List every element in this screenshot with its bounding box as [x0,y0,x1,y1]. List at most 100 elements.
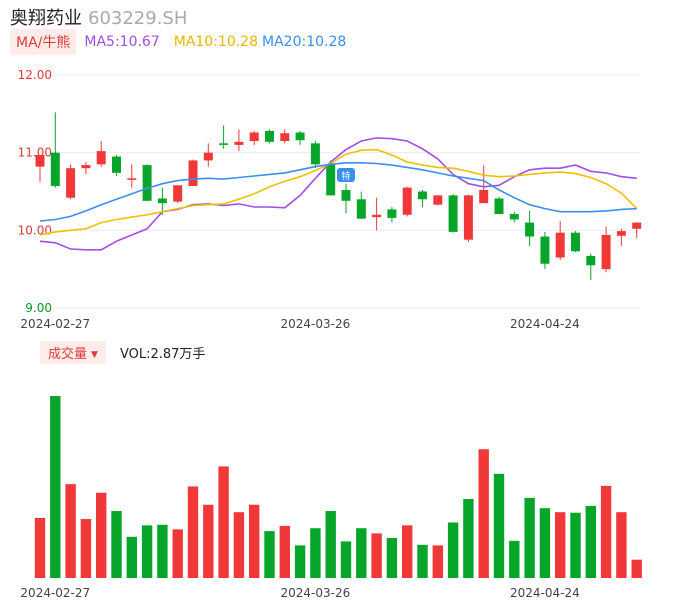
volume-bar [96,492,107,578]
price-x-tick-label: 2024-02-27 [20,317,90,331]
candle-body [433,195,443,205]
candle-body [525,222,535,237]
volume-bar [386,537,398,578]
candle-body [249,132,259,142]
volume-bar [585,505,596,578]
candle-body [81,165,91,169]
marker-badge-label: 特 [341,170,350,182]
candle-body [540,236,550,264]
volume-bar [631,559,642,578]
volume-bar [356,528,367,578]
candle-body [280,133,290,142]
ma20-line [39,162,637,222]
volume-bar [264,531,275,578]
candle-body [188,160,198,187]
candle-body [112,156,121,173]
ma-selector-tab[interactable]: MA/牛熊 [10,29,77,55]
volume-bar [65,484,76,578]
volume-bar [80,519,92,578]
volume-bar [463,499,474,578]
volume-bar [539,508,551,578]
volume-x-tick-label: 2024-04-24 [510,586,580,600]
volume-bar [294,545,306,578]
candle-body [173,185,183,202]
y-tick-label: 9.00 [25,301,52,315]
volume-legend: 成交量 ▼ VOL:2.87万手 [40,341,205,364]
volume-x-tick-label: 2024-03-26 [281,586,351,600]
ma20-label: MA20:10.28 [262,34,347,50]
volume-bar [509,540,520,578]
volume-bar [157,524,168,578]
ma-legend: MA/牛熊 MA5:10.67 MA10:10.28 MA20:10.28 [10,29,346,55]
candle-body [418,191,427,200]
volume-bar [34,517,46,578]
candle-body [203,152,213,161]
volume-bar [616,512,627,578]
candle-body [448,195,458,232]
candle-body [157,198,167,204]
volume-bar [218,466,229,578]
candle-body [387,209,397,218]
volume-bar [478,449,489,578]
candle-body [601,234,611,270]
candle-body [555,232,565,258]
volume-bar [325,511,336,578]
candle-body [234,141,244,145]
candle-body [219,143,229,145]
stock-code: 603229.SH [88,8,188,29]
volume-bar [432,545,443,578]
ma10-label: MA10:10.28 [173,34,259,50]
volume-bar [172,529,183,578]
candle-body [265,130,274,142]
candle-body [50,152,60,187]
volume-value: VOL:2.87万手 [119,347,206,362]
candle-body [463,195,473,240]
volume-bar [50,396,61,578]
ma5-line [39,137,637,251]
candle-body [127,178,137,180]
volume-bar [249,504,260,578]
volume-selector-tab[interactable]: 成交量 ▼ [40,341,106,364]
volume-bar [600,485,612,578]
volume-bar [493,473,505,578]
volume-selector-label: 成交量 [48,347,88,362]
y-tick-label: 10.00 [18,223,52,237]
volume-bar [187,486,199,578]
ma10-line [39,148,638,236]
candle-body [310,143,320,165]
volume-bar [279,525,290,578]
candle-body [479,189,489,204]
volume-bar [371,533,382,578]
ma5-label: MA5:10.67 [84,34,160,50]
candle-body [616,231,626,236]
volume-bar [203,504,214,578]
price-x-tick-label: 2024-04-24 [510,317,580,331]
volume-bar [524,497,535,578]
volume-bar [233,512,245,578]
candle-body [35,154,45,167]
y-tick-label: 12.00 [18,68,52,82]
candle-body [96,151,106,165]
volume-bar [141,525,153,578]
candle-body [494,198,504,215]
candle-body [402,187,412,215]
candle-body [295,132,305,141]
candle-body [372,214,382,218]
candle-body [632,222,642,229]
candle-body [571,232,580,252]
candle-body [326,164,336,196]
volume-bar [570,512,581,578]
volume-bar [447,522,459,578]
volume-bar [111,511,122,578]
volume-bar [340,541,352,578]
volume-bar [310,528,321,578]
y-tick-label: 11.00 [18,146,52,160]
volume-bar [555,512,566,578]
candle-body [341,189,351,201]
candle-body [142,165,152,201]
volume-bar [417,544,428,578]
candle-body [509,214,519,220]
caret-down-icon: ▼ [91,349,98,360]
volume-x-tick-label: 2024-02-27 [20,586,90,600]
